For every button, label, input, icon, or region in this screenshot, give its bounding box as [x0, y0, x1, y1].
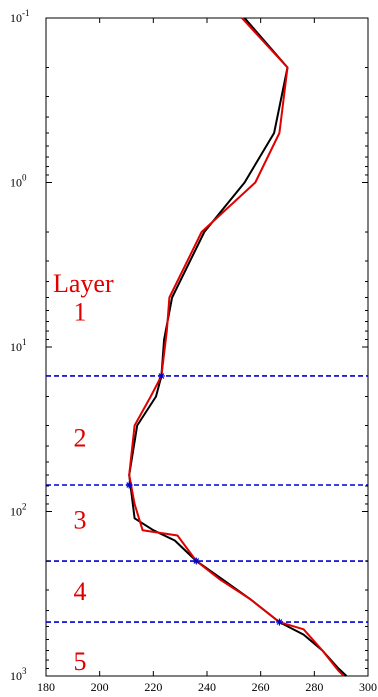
x-tick-label: 200: [91, 680, 109, 694]
black-profile-line: [128, 17, 348, 677]
x-tick-label: 300: [359, 680, 377, 694]
boundary-marker: [275, 618, 283, 626]
layer-label: 1: [74, 298, 87, 327]
layer-label: 5: [74, 647, 87, 676]
boundary-markers: [125, 372, 283, 626]
layer-label: 3: [74, 505, 87, 534]
x-tick-label: 260: [252, 680, 270, 694]
boundary-marker: [157, 372, 165, 380]
y-tick-label: 102: [10, 502, 27, 519]
x-tick-label: 180: [37, 680, 55, 694]
y-tick-label: 103: [10, 666, 27, 683]
layer-label: 2: [74, 423, 87, 452]
y-axis: 10-1 100 101 102 103: [10, 8, 368, 683]
layer-title: Layer: [53, 269, 114, 298]
series-lines: [128, 17, 348, 677]
layer-labels: 1 2 3 4 5: [74, 298, 87, 677]
layer-boundaries: [46, 375, 368, 623]
y-tick-label: 10-1: [10, 8, 30, 25]
boundary-marker: [125, 481, 133, 489]
y-tick-label: 100: [10, 173, 27, 190]
x-tick-label: 240: [198, 680, 216, 694]
red-profile-line: [128, 17, 345, 677]
layer-label: 4: [74, 577, 87, 606]
boundary-marker: [192, 557, 200, 565]
plot-frame: [45, 17, 369, 677]
x-axis: 180 200 220 240 260 280 300: [37, 18, 377, 694]
x-tick-label: 280: [305, 680, 323, 694]
y-tick-label: 101: [10, 337, 27, 354]
x-tick-label: 220: [144, 680, 162, 694]
